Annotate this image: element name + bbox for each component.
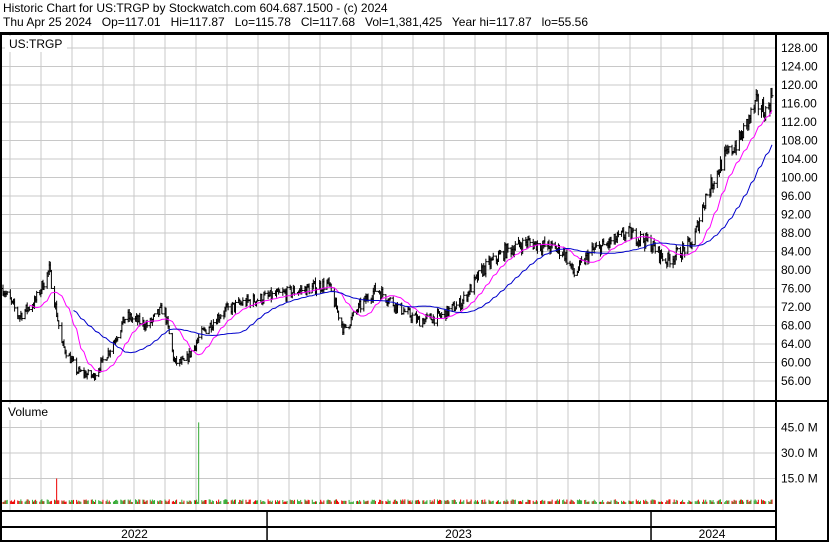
price-tick-label: 104.00 <box>781 152 818 166</box>
volume-tick-label: 30.0 M <box>781 446 818 460</box>
price-tick-label: 80.00 <box>781 263 811 277</box>
short-moving-average-line <box>29 110 773 372</box>
year-label: 2023 <box>445 527 472 541</box>
price-tick-label: 112.00 <box>781 115 817 129</box>
chart-title: Historic Chart for US:TRGP by Stockwatch… <box>3 1 388 15</box>
volume-tick-label: 45.0 M <box>781 421 818 435</box>
symbol-label: US:TRGP <box>9 37 62 51</box>
volume-label: Volume <box>8 405 48 419</box>
price-tick-label: 60.00 <box>781 356 811 370</box>
price-tick-label: 84.00 <box>781 245 811 259</box>
price-tick-label: 76.00 <box>781 282 811 296</box>
price-tick-label: 56.00 <box>781 374 811 388</box>
price-tick-label: 124.00 <box>781 60 818 74</box>
price-tick-label: 128.00 <box>781 41 818 55</box>
price-tick-label: 68.00 <box>781 319 811 333</box>
price-tick-label: 72.00 <box>781 300 811 314</box>
price-tick-label: 64.00 <box>781 337 811 351</box>
price-tick-label: 108.00 <box>781 134 818 148</box>
long-moving-average-line <box>73 144 773 354</box>
year-label: 2022 <box>121 527 148 541</box>
quote-line: Thu Apr 25 2024 Op=117.01 Hi=117.87 Lo=1… <box>3 15 589 29</box>
year-label: 2024 <box>699 527 726 541</box>
price-tick-label: 120.00 <box>781 78 818 92</box>
volume-tick-label: 15.0 M <box>781 472 818 486</box>
price-tick-label: 96.00 <box>781 189 811 203</box>
price-tick-label: 92.00 <box>781 208 811 222</box>
symbol-label-bg <box>5 36 67 52</box>
price-tick-label: 100.00 <box>781 171 818 185</box>
price-tick-label: 116.00 <box>781 97 817 111</box>
price-tick-label: 88.00 <box>781 226 811 240</box>
